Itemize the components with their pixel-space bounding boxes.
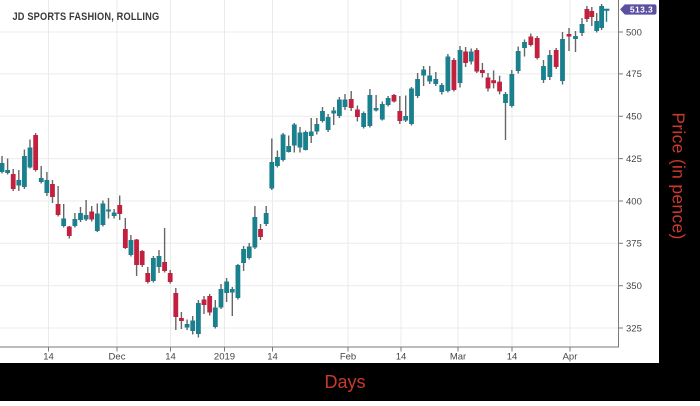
- svg-text:14: 14: [267, 352, 278, 363]
- svg-text:400: 400: [626, 196, 642, 207]
- svg-text:2019: 2019: [214, 352, 235, 363]
- svg-text:325: 325: [626, 323, 642, 334]
- svg-text:Apr: Apr: [563, 352, 578, 363]
- svg-text:JD SPORTS FASHION, ROLLING: JD SPORTS FASHION, ROLLING: [13, 11, 160, 23]
- svg-text:Feb: Feb: [340, 352, 356, 363]
- svg-text:14: 14: [396, 352, 407, 363]
- svg-text:14: 14: [165, 352, 176, 363]
- svg-text:450: 450: [626, 112, 642, 123]
- svg-text:14: 14: [43, 352, 54, 363]
- svg-text:Days: Days: [324, 372, 365, 392]
- svg-text:513.3: 513.3: [630, 4, 653, 14]
- svg-text:Price (in pence): Price (in pence): [669, 112, 689, 239]
- svg-text:500: 500: [626, 27, 642, 38]
- svg-text:425: 425: [626, 154, 642, 165]
- svg-text:375: 375: [626, 239, 642, 250]
- svg-text:Dec: Dec: [109, 352, 126, 363]
- svg-text:14: 14: [507, 352, 518, 363]
- svg-text:475: 475: [626, 69, 642, 80]
- svg-text:Mar: Mar: [450, 352, 466, 363]
- svg-text:350: 350: [626, 281, 642, 292]
